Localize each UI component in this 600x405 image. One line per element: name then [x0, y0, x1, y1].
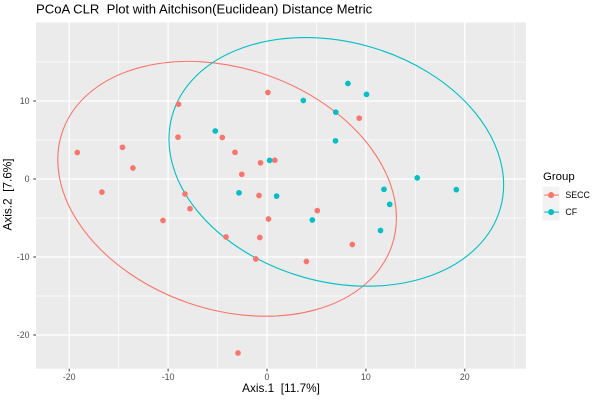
- svg-text:0: 0: [25, 174, 30, 184]
- svg-text:-10: -10: [162, 372, 175, 382]
- svg-text:SECC: SECC: [565, 190, 590, 200]
- svg-text:CF: CF: [565, 207, 577, 217]
- svg-text:0: 0: [265, 372, 270, 382]
- svg-text:Group: Group: [543, 171, 575, 183]
- svg-text:PCoA CLR Plot with Aitchison(: PCoA CLR Plot with Aitchison(Euclidean) …: [36, 1, 373, 16]
- svg-text:Axis.2 [7.6%]: Axis.2 [7.6%]: [0, 158, 14, 230]
- svg-text:-10: -10: [17, 252, 30, 262]
- svg-text:-20: -20: [17, 330, 30, 340]
- svg-text:20: 20: [460, 372, 470, 382]
- svg-text:10: 10: [20, 96, 30, 106]
- svg-text:10: 10: [361, 372, 371, 382]
- svg-text:Axis.1 [11.7%]: Axis.1 [11.7%]: [242, 381, 320, 395]
- svg-text:-20: -20: [63, 372, 76, 382]
